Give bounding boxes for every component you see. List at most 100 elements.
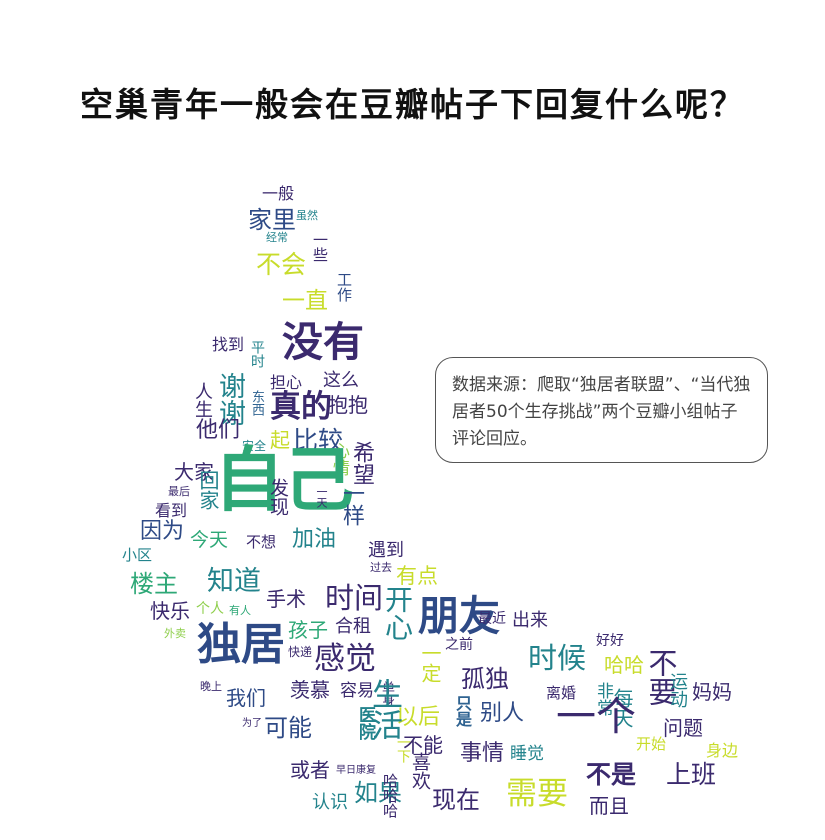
cloud-word-22: 希望 bbox=[349, 441, 374, 485]
cloud-word-18: 他们 bbox=[196, 418, 241, 443]
cloud-word-20: 起 bbox=[270, 428, 290, 452]
cloud-word-63: 孤独 bbox=[461, 665, 509, 693]
cloud-word-81: 只是 bbox=[453, 695, 472, 727]
cloud-word-43: 个人 bbox=[196, 601, 224, 617]
cloud-word-68: 单身 bbox=[379, 681, 394, 707]
cloud-word-29: 发现 bbox=[267, 478, 289, 516]
cloud-word-38: 过去 bbox=[370, 561, 392, 574]
cloud-word-17: 抱抱 bbox=[328, 393, 368, 417]
cloud-word-75: 运动 bbox=[667, 672, 688, 708]
cloud-word-5: 不会 bbox=[256, 250, 307, 279]
cloud-word-41: 知道 bbox=[207, 566, 261, 597]
cloud-word-7: 一直 bbox=[282, 288, 328, 314]
cloud-word-66: 羡慕 bbox=[290, 678, 330, 702]
cloud-word-58: 感觉 bbox=[314, 641, 376, 677]
cloud-word-32: 因为 bbox=[140, 519, 185, 544]
cloud-word-33: 今天 bbox=[190, 529, 229, 551]
cloud-word-48: 开心 bbox=[381, 585, 414, 641]
cloud-word-53: 合租 bbox=[335, 616, 371, 637]
cloud-word-77: 问题 bbox=[663, 716, 703, 740]
cloud-word-86: 不能 bbox=[403, 733, 443, 757]
cloud-word-85: 一下 bbox=[395, 735, 411, 763]
cloud-word-50: 出来 bbox=[512, 610, 548, 631]
cloud-word-88: 睡觉 bbox=[510, 744, 544, 764]
cloud-word-80: 生活 bbox=[366, 678, 402, 740]
cloud-word-76: 别人 bbox=[480, 701, 525, 726]
cloud-word-8: 找到 bbox=[212, 335, 245, 354]
cloud-word-4: 一些 bbox=[311, 232, 329, 262]
cloud-word-95: 不是 bbox=[586, 760, 637, 789]
cloud-word-47: 外卖 bbox=[164, 627, 186, 640]
cloud-word-19: 安全 bbox=[242, 439, 267, 453]
cloud-word-35: 加油 bbox=[292, 527, 337, 552]
cloud-word-40: 楼主 bbox=[130, 570, 178, 598]
cloud-word-84: 身边 bbox=[706, 741, 739, 760]
cloud-word-21: 比较 bbox=[293, 426, 344, 455]
cloud-word-28: 一天 bbox=[315, 486, 328, 508]
cloud-word-92: 喜欢 bbox=[409, 752, 431, 790]
cloud-word-26: 回家 bbox=[196, 470, 220, 510]
cloud-word-42: 快乐 bbox=[150, 599, 190, 623]
cloud-word-34: 不想 bbox=[246, 533, 277, 551]
cloud-word-37: 遇到 bbox=[368, 540, 404, 561]
data-source-note: 数据来源：爬取“独居者联盟”、“当代独居者50个生存挑战”两个豆瓣小组帖子评论回… bbox=[435, 357, 768, 463]
cloud-word-94: 需要 bbox=[506, 776, 568, 812]
cloud-word-65: 妈妈 bbox=[692, 680, 732, 704]
cloud-word-13: 担心 bbox=[270, 373, 303, 392]
cloud-word-87: 事情 bbox=[460, 741, 505, 766]
cloud-word-27: 自己 bbox=[214, 438, 354, 521]
cloud-word-30: 看到 bbox=[155, 501, 188, 520]
cloud-word-73: 为了 bbox=[242, 718, 262, 729]
cloud-word-82: 一个 bbox=[556, 694, 636, 740]
cloud-word-52: 孩子 bbox=[288, 618, 328, 642]
cloud-word-64: 离婚 bbox=[546, 684, 577, 702]
cloud-word-91: 如果 bbox=[354, 779, 402, 807]
cloud-word-10: 平时 bbox=[249, 340, 265, 368]
cloud-word-96: 上班 bbox=[666, 760, 717, 789]
cloud-word-99: 而且 bbox=[589, 794, 629, 818]
cloud-word-15: 东西 bbox=[249, 390, 264, 416]
cloud-word-3: 经常 bbox=[266, 231, 288, 244]
cloud-word-14: 这么 bbox=[323, 370, 359, 391]
cloud-word-25: 最后 bbox=[168, 485, 190, 498]
cloud-word-59: 一定 bbox=[418, 643, 442, 683]
cloud-word-16: 真的 bbox=[270, 389, 332, 425]
cloud-word-56: 好好 bbox=[596, 633, 624, 649]
cloud-word-60: 时候 bbox=[528, 641, 587, 675]
cloud-word-72: 我们 bbox=[226, 686, 266, 710]
cloud-word-83: 开始 bbox=[636, 735, 667, 753]
cloud-word-57: 快递 bbox=[288, 645, 313, 659]
cloud-word-69: 非常 bbox=[593, 682, 613, 716]
cloud-word-55: 最近 bbox=[478, 611, 506, 627]
cloud-word-9: 没有 bbox=[282, 318, 364, 366]
cloud-word-51: 独居 bbox=[197, 619, 285, 670]
cloud-word-6: 工作 bbox=[335, 272, 353, 302]
cloud-word-97: 认识 bbox=[312, 792, 348, 813]
cloud-word-67: 容易 bbox=[340, 681, 374, 701]
cloud-word-2: 虽然 bbox=[296, 209, 318, 222]
cloud-word-1: 家里 bbox=[248, 206, 296, 234]
cloud-word-93: 现在 bbox=[432, 786, 480, 814]
cloud-word-78: 可能 bbox=[264, 714, 312, 742]
cloud-word-44: 有人 bbox=[229, 604, 251, 617]
cloud-word-61: 哈哈 bbox=[604, 653, 644, 677]
cloud-word-74: 以后 bbox=[396, 705, 441, 730]
page-title: 空巢青年一般会在豆瓣帖子下回复什么呢？ bbox=[80, 85, 745, 124]
cloud-word-46: 时间 bbox=[325, 581, 384, 615]
cloud-word-24: 大家 bbox=[174, 460, 214, 484]
cloud-word-98: 哈哈哈 bbox=[381, 773, 399, 818]
cloud-word-45: 手术 bbox=[266, 587, 306, 611]
cloud-word-70: 每天 bbox=[610, 688, 634, 728]
cloud-word-39: 有点 bbox=[396, 564, 438, 588]
cloud-word-49: 朋友 bbox=[418, 592, 500, 640]
cloud-word-0: 一般 bbox=[262, 184, 295, 203]
cloud-word-31: 一样 bbox=[339, 482, 364, 526]
cloud-word-62: 晚上 bbox=[200, 680, 222, 693]
cloud-word-89: 或者 bbox=[290, 758, 330, 782]
cloud-word-54: 之前 bbox=[445, 637, 473, 653]
cloud-word-23: 心情 bbox=[329, 442, 349, 476]
cloud-word-90: 早日康复 bbox=[336, 765, 376, 776]
cloud-word-11: 人生 bbox=[192, 382, 213, 418]
cloud-word-71: 不要 bbox=[644, 648, 678, 706]
